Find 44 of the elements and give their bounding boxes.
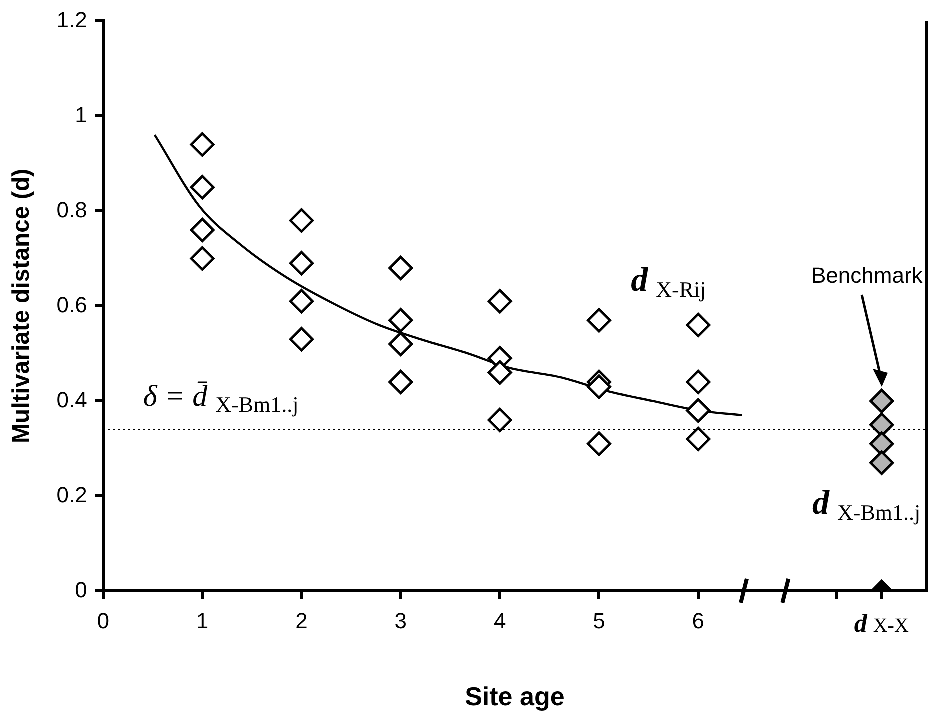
- point: [289, 289, 314, 314]
- point: [870, 388, 894, 414]
- ref-line-label: δ = d̄$_{X-Bm1..j}$: [143, 380, 299, 417]
- point: [190, 218, 215, 242]
- point: [190, 132, 215, 157]
- x-tick-label: 6: [692, 608, 705, 634]
- point: [289, 208, 314, 233]
- point: [488, 289, 512, 314]
- point: [388, 308, 414, 333]
- x-tick-label: 5: [593, 608, 606, 634]
- point: [686, 370, 711, 394]
- point: [388, 370, 414, 394]
- series-label: d$_{X-Bm1..j}$: [812, 484, 921, 525]
- x-tick-label: 0: [97, 608, 110, 634]
- x-tick-label: 4: [494, 608, 506, 634]
- point: [686, 312, 711, 338]
- y-tick-label: 0: [75, 577, 88, 602]
- y-tick-label: 0.6: [56, 292, 88, 318]
- point: [686, 398, 711, 423]
- point: [488, 360, 512, 385]
- y-tick-label: 0.4: [56, 387, 88, 412]
- point: [388, 332, 414, 356]
- point: [870, 450, 894, 476]
- y-tick-label: 1.2: [56, 7, 88, 32]
- x-axis-title: Site age: [465, 682, 565, 712]
- series-label: d$_{X-Rij}$: [631, 262, 706, 302]
- y-axis-title: Multivariate distance (d): [8, 168, 36, 444]
- x-tick-label: 2: [296, 608, 308, 634]
- point: [586, 432, 612, 456]
- point: [289, 327, 314, 352]
- point: [686, 426, 711, 452]
- annotation: Benchmark: [812, 263, 923, 288]
- y-tick-label: 1: [75, 102, 88, 128]
- y-tick-label: 0.2: [56, 482, 88, 508]
- point: [289, 251, 314, 276]
- y-tick-label: 0.8: [56, 197, 88, 222]
- point: [586, 308, 612, 333]
- point: [388, 256, 414, 280]
- point: [586, 374, 612, 400]
- x-tick-label: 1: [196, 608, 209, 634]
- point: [488, 408, 512, 432]
- point: [190, 175, 215, 200]
- x-tick-label: 3: [394, 608, 408, 634]
- point: [190, 246, 215, 271]
